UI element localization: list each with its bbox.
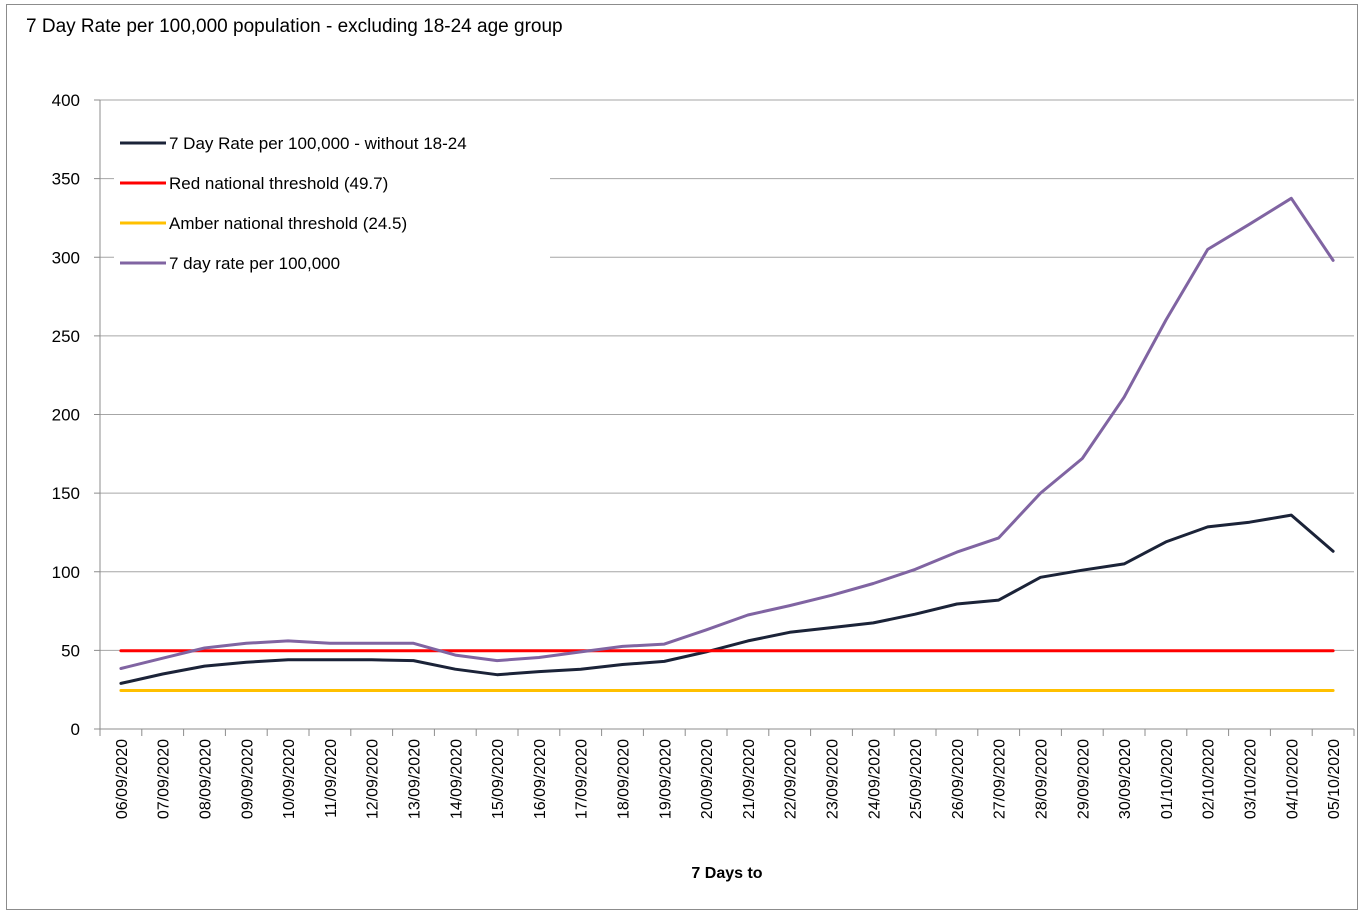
x-tick-label-25/09/2020: 25/09/2020: [908, 739, 925, 819]
y-tick-label-100: 100: [52, 563, 80, 582]
legend-label-0: 7 Day Rate per 100,000 - without 18-24: [169, 134, 467, 153]
y-tick-label-300: 300: [52, 248, 80, 267]
x-tick-label-24/09/2020: 24/09/2020: [866, 739, 883, 819]
x-tick-label-28/09/2020: 28/09/2020: [1034, 739, 1051, 819]
y-tick-label-250: 250: [52, 327, 80, 346]
x-tick-label-26/09/2020: 26/09/2020: [950, 739, 967, 819]
series-line-0: [119, 513, 1335, 685]
x-tick-label-19/09/2020: 19/09/2020: [657, 739, 674, 819]
y-tick-label-350: 350: [52, 170, 80, 189]
x-tick-label-01/10/2020: 01/10/2020: [1159, 739, 1176, 819]
x-tick-label-23/09/2020: 23/09/2020: [825, 739, 842, 819]
y-tick-label-200: 200: [52, 406, 80, 425]
series-line-3: [119, 196, 1335, 670]
legend-label-1: Red national threshold (49.7): [169, 174, 388, 193]
y-tick-label-150: 150: [52, 484, 80, 503]
x-tick-label-03/10/2020: 03/10/2020: [1243, 739, 1260, 819]
y-axis-ticks: 0 50 100 150 200 250 300 350 400: [52, 91, 100, 739]
y-tick-label-50: 50: [61, 641, 80, 660]
legend-label-3: 7 day rate per 100,000: [169, 254, 340, 273]
chart-title: 7 Day Rate per 100,000 population - excl…: [26, 16, 563, 37]
x-tick-label-05/10/2020: 05/10/2020: [1326, 739, 1343, 819]
x-tick-label-14/09/2020: 14/09/2020: [448, 739, 465, 819]
x-tick-label-08/09/2020: 08/09/2020: [198, 739, 215, 819]
x-tick-label-16/09/2020: 16/09/2020: [532, 739, 549, 819]
x-tick-label-21/09/2020: 21/09/2020: [741, 739, 758, 819]
x-tick-label-12/09/2020: 12/09/2020: [365, 739, 382, 819]
x-tick-label-10/09/2020: 10/09/2020: [281, 739, 298, 819]
series-lines: [119, 196, 1335, 692]
x-tick-label-04/10/2020: 04/10/2020: [1284, 739, 1301, 819]
legend: 7 Day Rate per 100,000 - without 18-24 Re…: [114, 121, 550, 279]
x-axis-ticks: 06/09/2020 07/09/2020 08/09/2020 09/09/2020…: [99, 729, 1355, 819]
x-tick-label-02/10/2020: 02/10/2020: [1201, 739, 1218, 819]
x-tick-label-06/09/2020: 06/09/2020: [114, 739, 131, 819]
x-tick-label-13/09/2020: 13/09/2020: [407, 739, 424, 819]
x-tick-label-11/09/2020: 11/09/2020: [323, 739, 340, 818]
x-tick-label-09/09/2020: 09/09/2020: [239, 739, 256, 819]
x-tick-label-18/09/2020: 18/09/2020: [616, 739, 633, 819]
y-tick-label-0: 0: [71, 720, 80, 739]
x-tick-label-29/09/2020: 29/09/2020: [1075, 739, 1092, 819]
x-tick-label-15/09/2020: 15/09/2020: [490, 739, 507, 819]
y-tick-label-400: 400: [52, 91, 80, 110]
legend-background: [114, 121, 550, 279]
x-tick-label-30/09/2020: 30/09/2020: [1117, 739, 1134, 819]
legend-label-2: Amber national threshold (24.5): [169, 214, 407, 233]
x-tick-label-27/09/2020: 27/09/2020: [992, 739, 1009, 819]
x-tick-label-22/09/2020: 22/09/2020: [783, 739, 800, 819]
x-tick-label-17/09/2020: 17/09/2020: [574, 739, 591, 819]
x-tick-label-20/09/2020: 20/09/2020: [699, 739, 716, 819]
x-tick-label-07/09/2020: 07/09/2020: [156, 739, 173, 819]
x-axis-title: 7 Days to: [691, 865, 762, 882]
